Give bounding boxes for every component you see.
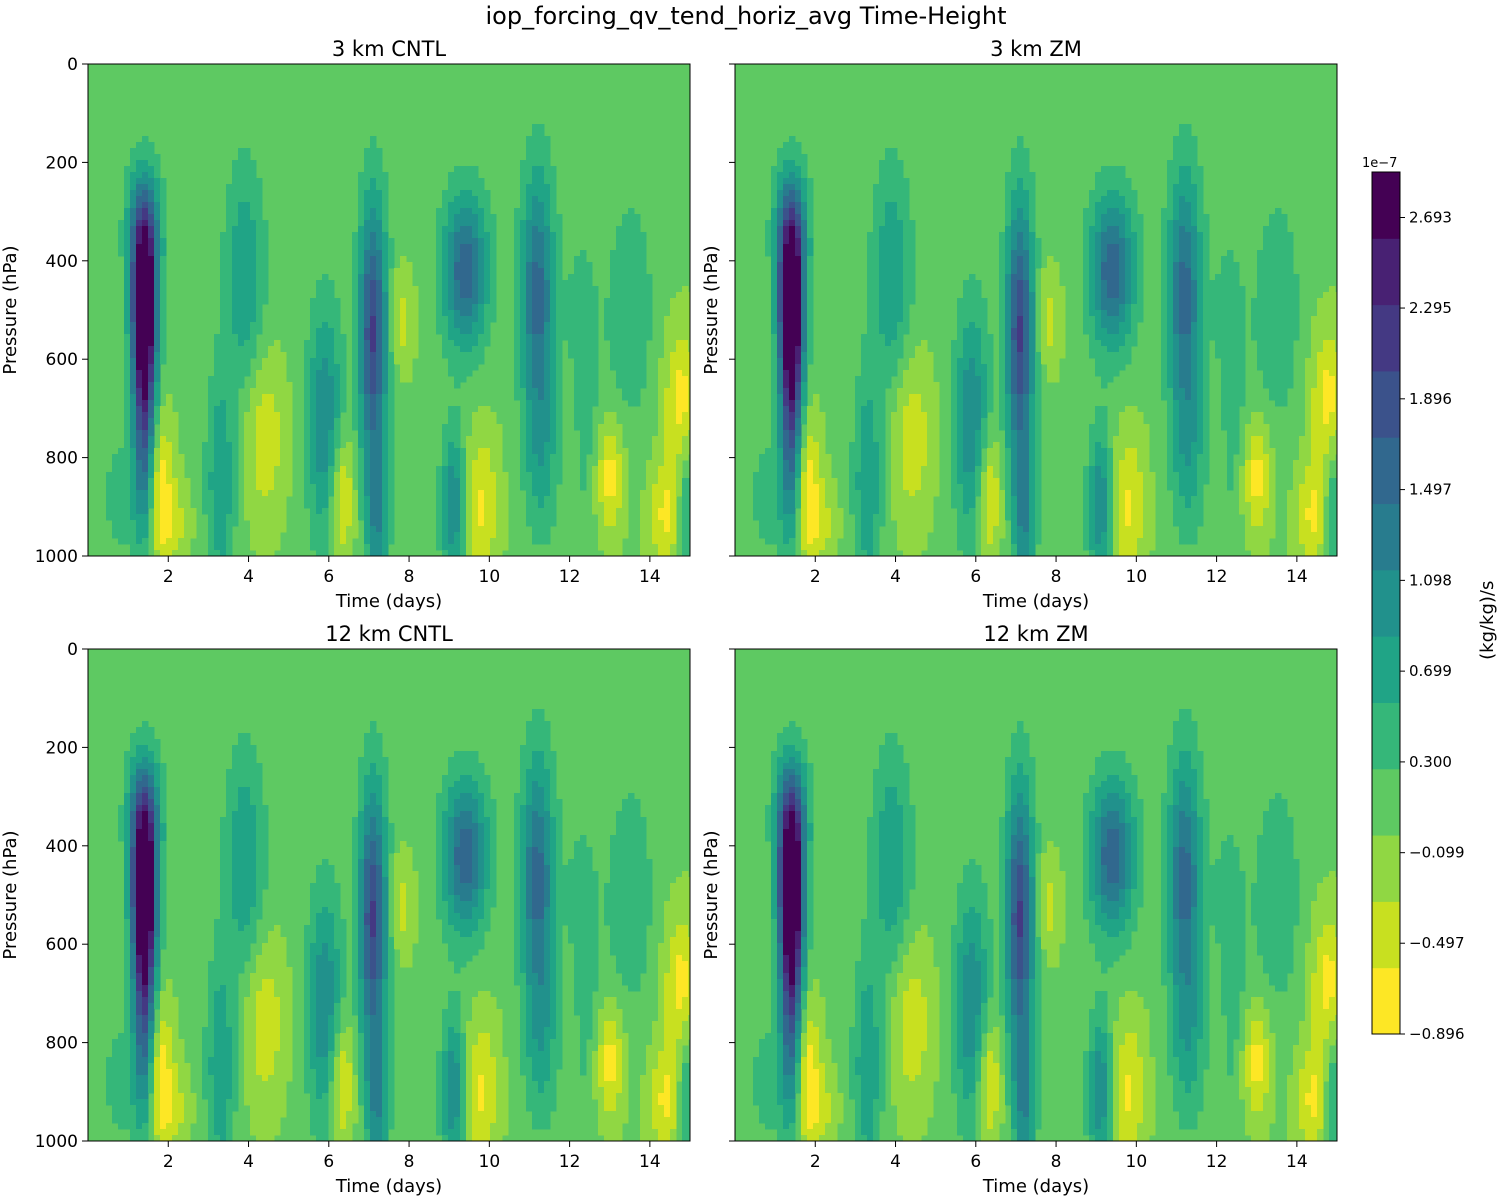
colorbar-level [1372,172,1400,239]
colorbar-frame [1371,171,1401,1035]
x-tick-label: 2 [810,567,821,587]
colorbar-tick-label: −0.497 [1409,934,1465,952]
colorbar: −0.896 −0.497 −0.099 0.300 0.699 1.098 1.497 1.… [1362,156,1498,1043]
y-tick-label: 200 [46,153,78,173]
colorbar-level [1372,370,1400,438]
colorbar-level [1372,437,1400,505]
y-tick-label: 0 [67,55,78,75]
panel-2: 3 km ZM 2 4 6 8 10 12 14 Time (days) Pressure (hP… [701,37,1338,612]
x-tick-label: 2 [810,1152,821,1172]
x-tick-label: 10 [479,567,501,587]
colorbar-tick-label: 0.699 [1409,662,1452,680]
x-tick-label: 6 [970,1152,981,1172]
x-axis-label: Time (days) [335,1176,442,1197]
colorbar-level [1372,702,1400,770]
x-tick-label: 4 [243,1152,254,1172]
y-tick-label: 1000 [35,1132,78,1152]
figure-title: iop_forcing_qv_tend_horiz_avg Time-Heigh… [486,2,1007,30]
x-tick-label: 12 [1206,1152,1228,1172]
y-tick-label: 400 [46,252,78,272]
axes-frame [734,648,1338,1142]
colorbar-tick-label: 1.098 [1409,571,1452,589]
y-tick-label: 600 [46,935,78,955]
x-tick-label: 14 [639,567,661,587]
panel-1: 3 km CNTL 2 4 6 8 10 12 14 Time (days) 0 200 400 600… [0,37,691,612]
contour-field [753,124,1337,556]
x-tick-label: 6 [323,1152,334,1172]
x-tick-label: 4 [890,1152,901,1172]
x-tick-label: 14 [1286,1152,1308,1172]
panels: 3 km CNTL 2 4 6 8 10 12 14 Time (days) 0 200 400 600… [0,37,1338,1197]
x-axis-label: Time (days) [982,591,1089,612]
x-tick-label: 8 [404,1152,415,1172]
x-tick-label: 14 [639,1152,661,1172]
x-tick-label: 10 [1126,567,1148,587]
panel-title: 3 km ZM [990,37,1082,61]
x-tick-label: 8 [1051,567,1062,587]
colorbar-tick-label: 2.693 [1409,209,1452,227]
x-tick-label: 4 [243,567,254,587]
colorbar-tick-label: −0.099 [1409,844,1465,862]
x-tick-label: 8 [404,567,415,587]
x-tick-label: 12 [1206,567,1228,587]
y-tick-label: 400 [46,837,78,857]
colorbar-tick-label: 2.295 [1409,299,1452,317]
panel-title: 12 km CNTL [325,622,453,646]
x-tick-label: 6 [970,567,981,587]
colorbar-tick-label: 0.300 [1409,753,1452,771]
colorbar-level [1372,304,1400,372]
x-tick-label: 12 [559,567,581,587]
axes-frame [87,63,691,557]
x-tick-label: 6 [323,567,334,587]
contour-field [106,124,690,556]
x-axis-label: Time (days) [982,1176,1089,1197]
x-tick-label: 10 [479,1152,501,1172]
x-tick-label: 8 [1051,1152,1062,1172]
x-tick-label: 2 [163,567,174,587]
contour-field [753,709,1337,1141]
colorbar-tick-label: 1.497 [1409,481,1452,499]
x-tick-label: 4 [890,567,901,587]
x-tick-label: 14 [1286,567,1308,587]
y-tick-label: 800 [46,449,78,469]
y-axis-label: Pressure (hPa) [0,830,21,959]
colorbar-level [1372,901,1400,969]
x-tick-label: 2 [163,1152,174,1172]
x-tick-label: 10 [1126,1152,1148,1172]
panel-title: 3 km CNTL [332,37,447,61]
colorbar-level [1372,636,1400,703]
y-axis-label: Pressure (hPa) [701,245,722,374]
y-tick-label: 0 [67,640,78,660]
x-axis-label: Time (days) [335,591,442,612]
colorbar-level [1372,503,1400,571]
axes-frame [87,648,691,1142]
panel-3: 12 km CNTL 2 4 6 8 10 12 14 Time (days) 0 200 400 60… [0,622,691,1197]
colorbar-exponent: 1e−7 [1362,156,1397,171]
panel-title: 12 km ZM [983,622,1088,646]
colorbar-level [1372,768,1400,836]
contour-field [106,709,690,1141]
colorbar-tick-label: −0.896 [1409,1025,1465,1043]
colorbar-tick-label: 1.896 [1409,390,1452,408]
y-tick-label: 800 [46,1034,78,1054]
panel-4: 12 km ZM 2 4 6 8 10 12 14 Time (days) Pressure (h… [701,622,1338,1197]
colorbar-label: (kg/kg)/s [1477,581,1498,660]
colorbar-level [1372,238,1400,306]
y-axis-label: Pressure (hPa) [701,830,722,959]
y-tick-label: 200 [46,738,78,758]
y-tick-label: 600 [46,350,78,370]
axes-frame [734,63,1338,557]
x-tick-label: 12 [559,1152,581,1172]
colorbar-level [1372,967,1400,1035]
colorbar-level [1372,835,1400,902]
colorbar-level [1372,569,1400,637]
y-axis-label: Pressure (hPa) [0,245,21,374]
y-tick-label: 1000 [35,547,78,567]
